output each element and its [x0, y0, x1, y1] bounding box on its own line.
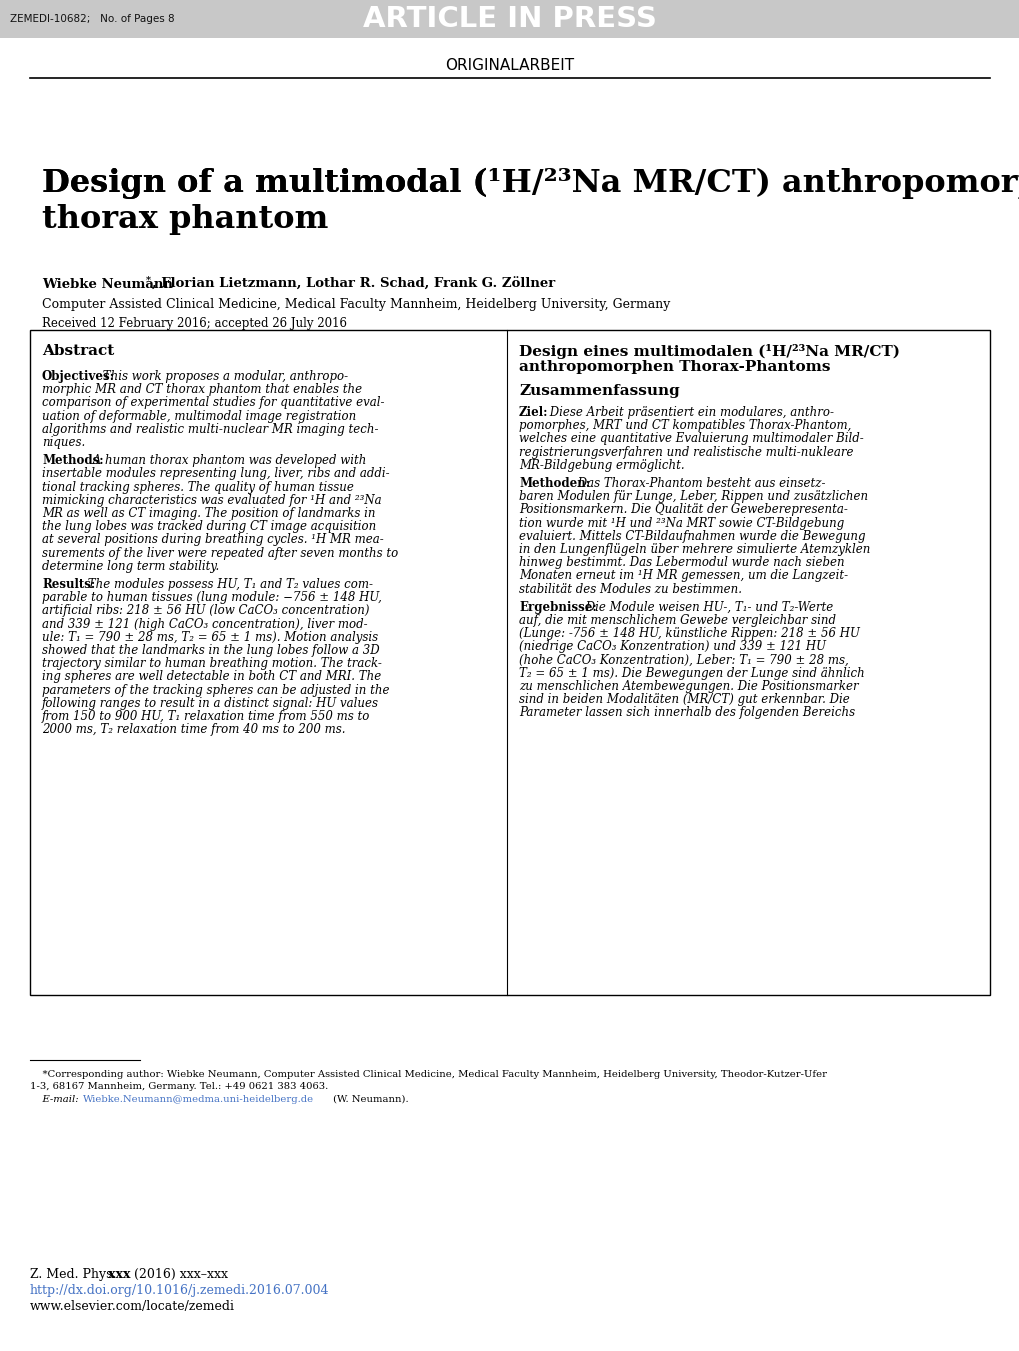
- Text: baren Modulen für Lunge, Leber, Rippen und zusätzlichen: baren Modulen für Lunge, Leber, Rippen u…: [519, 490, 867, 503]
- Text: trajectory similar to human breathing motion. The track-: trajectory similar to human breathing mo…: [42, 657, 381, 670]
- Text: in den Lungenflügeln über mehrere simulierte Atemzyklen: in den Lungenflügeln über mehrere simuli…: [519, 543, 869, 557]
- Text: determine long term stability.: determine long term stability.: [42, 559, 219, 573]
- Text: Z. Med. Phys.: Z. Med. Phys.: [30, 1269, 120, 1281]
- Text: ORIGINALARBEIT: ORIGINALARBEIT: [445, 58, 574, 73]
- Text: Computer Assisted Clinical Medicine, Medical Faculty Mannheim, Heidelberg Univer: Computer Assisted Clinical Medicine, Med…: [42, 299, 669, 311]
- Text: thorax phantom: thorax phantom: [42, 204, 328, 235]
- Text: algorithms and realistic multi-nuclear MR imaging tech-: algorithms and realistic multi-nuclear M…: [42, 423, 378, 436]
- Text: Das Thorax-Phantom besteht aus einsetz-: Das Thorax-Phantom besteht aus einsetz-: [574, 477, 824, 490]
- Text: T₂ = 65 ± 1 ms). Die Bewegungen der Lunge sind ähnlich: T₂ = 65 ± 1 ms). Die Bewegungen der Lung…: [519, 667, 864, 680]
- Text: Results:: Results:: [42, 578, 95, 590]
- Text: comparison of experimental studies for quantitative eval-: comparison of experimental studies for q…: [42, 396, 384, 409]
- Text: 2000 ms, T₂ relaxation time from 40 ms to 200 ms.: 2000 ms, T₂ relaxation time from 40 ms t…: [42, 723, 345, 736]
- Text: artificial ribs: 218 ± 56 HU (low CaCO₃ concentration): artificial ribs: 218 ± 56 HU (low CaCO₃ …: [42, 604, 369, 617]
- Text: mimicking characteristics was evaluated for ¹H and ²³Na: mimicking characteristics was evaluated …: [42, 494, 381, 507]
- Text: *Corresponding author: Wiebke Neumann, Computer Assisted Clinical Medicine, Medi: *Corresponding author: Wiebke Neumann, C…: [30, 1070, 826, 1079]
- Text: *: *: [146, 276, 151, 285]
- Text: ARTICLE IN PRESS: ARTICLE IN PRESS: [363, 5, 656, 32]
- Text: (niedrige CaCO₃ Konzentration) und 339 ± 121 HU: (niedrige CaCO₃ Konzentration) und 339 ±…: [519, 640, 825, 654]
- Text: insertable modules representing lung, liver, ribs and addi-: insertable modules representing lung, li…: [42, 467, 389, 481]
- Text: surements of the liver were repeated after seven months to: surements of the liver were repeated aft…: [42, 547, 397, 559]
- Text: and 339 ± 121 (high CaCO₃ concentration), liver mod-: and 339 ± 121 (high CaCO₃ concentration)…: [42, 617, 367, 631]
- Text: ule: T₁ = 790 ± 28 ms, T₂ = 65 ± 1 ms). Motion analysis: ule: T₁ = 790 ± 28 ms, T₂ = 65 ± 1 ms). …: [42, 631, 378, 644]
- Text: Ergebnisse:: Ergebnisse:: [519, 601, 596, 613]
- Text: Parameter lassen sich innerhalb des folgenden Bereichs: Parameter lassen sich innerhalb des folg…: [519, 707, 854, 719]
- Text: (hohe CaCO₃ Konzentration), Leber: T₁ = 790 ± 28 ms,: (hohe CaCO₃ Konzentration), Leber: T₁ = …: [519, 654, 848, 666]
- Text: (W. Neumann).: (W. Neumann).: [330, 1096, 409, 1104]
- Text: (2016) xxx–xxx: (2016) xxx–xxx: [129, 1269, 228, 1281]
- Text: Methods:: Methods:: [42, 454, 104, 467]
- Text: http://dx.doi.org/10.1016/j.zemedi.2016.07.004: http://dx.doi.org/10.1016/j.zemedi.2016.…: [30, 1283, 329, 1297]
- Text: stabilität des Modules zu bestimmen.: stabilität des Modules zu bestimmen.: [519, 582, 741, 596]
- Text: sind in beiden Modalitäten (MR/CT) gut erkennbar. Die: sind in beiden Modalitäten (MR/CT) gut e…: [519, 693, 849, 707]
- Text: zu menschlichen Atembewegungen. Die Positionsmarker: zu menschlichen Atembewegungen. Die Posi…: [519, 680, 858, 693]
- Text: Monaten erneut im ¹H MR gemessen, um die Langzeit-: Monaten erneut im ¹H MR gemessen, um die…: [519, 569, 847, 582]
- Bar: [0, 0, 1019, 38]
- Text: at several positions during breathing cycles. ¹H MR mea-: at several positions during breathing cy…: [42, 534, 383, 546]
- Text: Wiebke.Neumann@medma.uni-heidelberg.de: Wiebke.Neumann@medma.uni-heidelberg.de: [83, 1096, 314, 1104]
- Text: Abstract: Abstract: [42, 345, 114, 358]
- Text: Design of a multimodal (: Design of a multimodal (: [42, 168, 59, 170]
- Text: Die Module weisen HU-, T₁- und T₂-Werte: Die Module weisen HU-, T₁- und T₂-Werte: [582, 601, 833, 613]
- Text: registrierungsverfahren und realistische multi-nukleare: registrierungsverfahren und realistische…: [519, 446, 853, 458]
- Text: auf, die mit menschlichem Gewebe vergleichbar sind: auf, die mit menschlichem Gewebe verglei…: [519, 613, 836, 627]
- Text: 1-3, 68167 Mannheim, Germany. Tel.: +49 0621 383 4063.: 1-3, 68167 Mannheim, Germany. Tel.: +49 …: [30, 1082, 328, 1092]
- Text: Design eines multimodalen (¹H/²³Na MR/CT): Design eines multimodalen (¹H/²³Na MR/CT…: [519, 345, 899, 359]
- Text: This work proposes a modular, anthropo-: This work proposes a modular, anthropo-: [99, 370, 347, 382]
- Text: pomorphes, MRT und CT kompatibles Thorax-Phantom,: pomorphes, MRT und CT kompatibles Thorax…: [519, 419, 851, 432]
- Text: Zusammenfassung: Zusammenfassung: [519, 384, 679, 399]
- Text: showed that the landmarks in the lung lobes follow a 3D: showed that the landmarks in the lung lo…: [42, 644, 379, 657]
- Text: Objectives:: Objectives:: [42, 370, 115, 382]
- Text: anthropomorphen Thorax-Phantoms: anthropomorphen Thorax-Phantoms: [519, 359, 829, 374]
- Text: Design of a multimodal (: Design of a multimodal (: [42, 168, 487, 199]
- Text: Received 12 February 2016; accepted 26 July 2016: Received 12 February 2016; accepted 26 J…: [42, 317, 346, 330]
- Text: niques.: niques.: [42, 436, 86, 449]
- Text: E-mail:: E-mail:: [30, 1096, 82, 1104]
- Text: xxx: xxx: [108, 1269, 130, 1281]
- Text: ing spheres are well detectable in both CT and MRI. The: ing spheres are well detectable in both …: [42, 670, 381, 684]
- Bar: [30, 330, 989, 994]
- Text: MR as well as CT imaging. The position of landmarks in: MR as well as CT imaging. The position o…: [42, 507, 375, 520]
- Text: the lung lobes was tracked during CT image acquisition: the lung lobes was tracked during CT ima…: [42, 520, 376, 534]
- Text: Methoden:: Methoden:: [519, 477, 590, 490]
- Text: ZEMEDI-10682;   No. of Pages 8: ZEMEDI-10682; No. of Pages 8: [10, 14, 174, 24]
- Text: The modules possess HU, T₁ and T₂ values com-: The modules possess HU, T₁ and T₂ values…: [84, 578, 373, 590]
- Text: tional tracking spheres. The quality of human tissue: tional tracking spheres. The quality of …: [42, 481, 354, 493]
- Text: www.elsevier.com/locate/zemedi: www.elsevier.com/locate/zemedi: [30, 1300, 234, 1313]
- Text: parameters of the tracking spheres can be adjusted in the: parameters of the tracking spheres can b…: [42, 684, 389, 697]
- Text: Wiebke Neumann: Wiebke Neumann: [42, 278, 172, 290]
- Text: welches eine quantitative Evaluierung multimodaler Bild-: welches eine quantitative Evaluierung mu…: [519, 432, 863, 446]
- Text: Positionsmarkern. Die Qualität der Geweberepresenta-: Positionsmarkern. Die Qualität der Geweb…: [519, 504, 847, 516]
- Text: following ranges to result in a distinct signal: HU values: following ranges to result in a distinct…: [42, 697, 379, 709]
- Text: Diese Arbeit präsentiert ein modulares, anthro-: Diese Arbeit präsentiert ein modulares, …: [545, 407, 834, 419]
- Text: from 150 to 900 HU, T₁ relaxation time from 550 ms to: from 150 to 900 HU, T₁ relaxation time f…: [42, 711, 370, 723]
- Text: tion wurde mit ¹H und ²³Na MRT sowie CT-Bildgebung: tion wurde mit ¹H und ²³Na MRT sowie CT-…: [519, 516, 844, 530]
- Text: morphic MR and CT thorax phantom that enables the: morphic MR and CT thorax phantom that en…: [42, 384, 362, 396]
- Text: Design of a multimodal (¹H/²³Na MR/CT) anthropomorphic: Design of a multimodal (¹H/²³Na MR/CT) a…: [42, 168, 1019, 199]
- Text: uation of deformable, multimodal image registration: uation of deformable, multimodal image r…: [42, 409, 356, 423]
- Text: parable to human tissues (lung module: −756 ± 148 HU,: parable to human tissues (lung module: −…: [42, 592, 381, 604]
- Text: , Florian Lietzmann, Lothar R. Schad, Frank G. Zöllner: , Florian Lietzmann, Lothar R. Schad, Fr…: [152, 278, 554, 290]
- Text: Ziel:: Ziel:: [519, 407, 548, 419]
- Text: hinweg bestimmt. Das Lebermodul wurde nach sieben: hinweg bestimmt. Das Lebermodul wurde na…: [519, 557, 844, 569]
- Text: A human thorax phantom was developed with: A human thorax phantom was developed wit…: [89, 454, 366, 467]
- Text: MR-Bildgebung ermöglicht.: MR-Bildgebung ermöglicht.: [519, 459, 684, 471]
- Text: evaluiert. Mittels CT-Bildaufnahmen wurde die Bewegung: evaluiert. Mittels CT-Bildaufnahmen wurd…: [519, 530, 865, 543]
- Text: (Lunge: -756 ± 148 HU, künstliche Rippen: 218 ± 56 HU: (Lunge: -756 ± 148 HU, künstliche Rippen…: [519, 627, 859, 640]
